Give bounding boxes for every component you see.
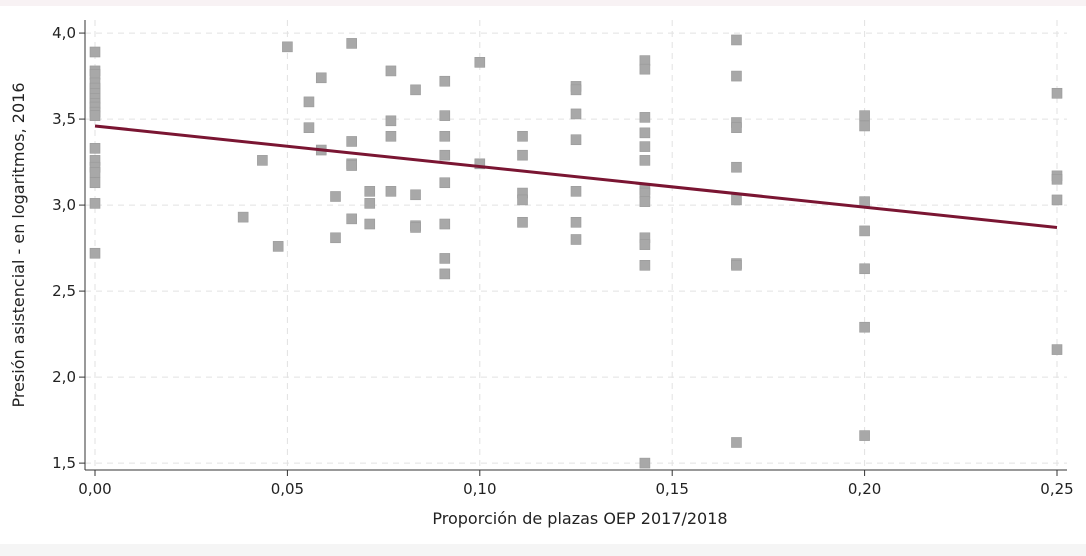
point — [272, 241, 284, 252]
point — [346, 38, 357, 49]
point — [859, 120, 870, 132]
point — [89, 247, 101, 259]
y-axis-label: Presión asistencial - en logaritmos, 201… — [9, 82, 28, 407]
point — [89, 198, 101, 209]
point — [517, 194, 528, 206]
x-tick-label: 0,20 — [848, 480, 881, 498]
y-tick-label: 4,0 — [52, 24, 76, 42]
point — [439, 253, 451, 264]
point — [410, 189, 421, 201]
point — [89, 143, 101, 154]
y-tick-label: 2,5 — [52, 282, 76, 300]
point — [570, 186, 582, 197]
point — [385, 186, 397, 197]
point — [731, 161, 742, 173]
point — [315, 72, 327, 84]
point — [731, 437, 742, 448]
point — [639, 127, 651, 139]
point — [731, 194, 742, 206]
point — [639, 155, 651, 166]
point — [731, 70, 742, 82]
point — [364, 186, 376, 197]
point — [570, 216, 582, 228]
point — [439, 149, 451, 161]
point — [1051, 344, 1063, 355]
point — [859, 430, 870, 441]
x-tick-label: 0,15 — [655, 480, 688, 498]
point — [364, 198, 376, 209]
point — [570, 134, 582, 146]
x-axis-label: Proporción de plazas OEP 2017/2018 — [432, 509, 727, 528]
point — [639, 63, 651, 75]
point — [439, 110, 451, 121]
point — [1051, 194, 1063, 206]
y-tick-label: 3,0 — [52, 196, 76, 214]
point — [639, 141, 651, 152]
point — [570, 84, 582, 96]
point — [303, 122, 315, 133]
point — [859, 225, 870, 237]
point — [1051, 87, 1063, 99]
point — [364, 218, 376, 230]
point — [517, 130, 528, 142]
point — [639, 112, 651, 123]
point — [385, 115, 397, 127]
point — [731, 122, 742, 133]
fit-line — [94, 124, 1058, 229]
point — [731, 259, 742, 271]
point — [639, 259, 651, 271]
point — [859, 196, 870, 207]
point — [89, 110, 101, 121]
top-band — [0, 0, 1086, 6]
point — [385, 130, 397, 142]
point — [859, 321, 870, 333]
point — [410, 84, 421, 96]
point — [303, 96, 315, 108]
point — [439, 177, 451, 189]
point — [859, 263, 870, 275]
point — [474, 158, 486, 170]
point — [237, 211, 249, 223]
point — [731, 34, 742, 46]
y-tick-label: 1,5 — [52, 454, 76, 472]
x-tick-label: 0,05 — [271, 480, 304, 498]
point — [570, 108, 582, 120]
point — [439, 75, 451, 87]
point — [257, 155, 268, 166]
x-tick-label: 0,25 — [1040, 480, 1073, 498]
point — [1051, 173, 1063, 185]
point — [859, 110, 870, 121]
point — [517, 216, 528, 228]
point — [439, 130, 451, 142]
y-tick-label: 2,0 — [52, 368, 76, 386]
bottom-band — [0, 544, 1086, 556]
point — [570, 234, 582, 245]
point — [639, 196, 651, 207]
point — [89, 46, 101, 58]
point — [330, 191, 341, 202]
point — [89, 177, 101, 189]
point — [346, 160, 357, 171]
point — [282, 41, 293, 53]
x-tick-label: 0,10 — [463, 480, 496, 498]
point — [639, 457, 651, 469]
point — [517, 149, 528, 161]
x-tick-label: 0,00 — [78, 480, 111, 498]
point — [346, 136, 357, 147]
point — [439, 268, 451, 280]
point — [89, 167, 101, 178]
point — [385, 65, 397, 77]
point — [439, 218, 451, 230]
point — [410, 222, 421, 233]
point — [474, 57, 486, 68]
point — [346, 213, 357, 225]
point — [330, 232, 341, 244]
y-tick-label: 3,5 — [52, 110, 76, 128]
point — [639, 239, 651, 250]
